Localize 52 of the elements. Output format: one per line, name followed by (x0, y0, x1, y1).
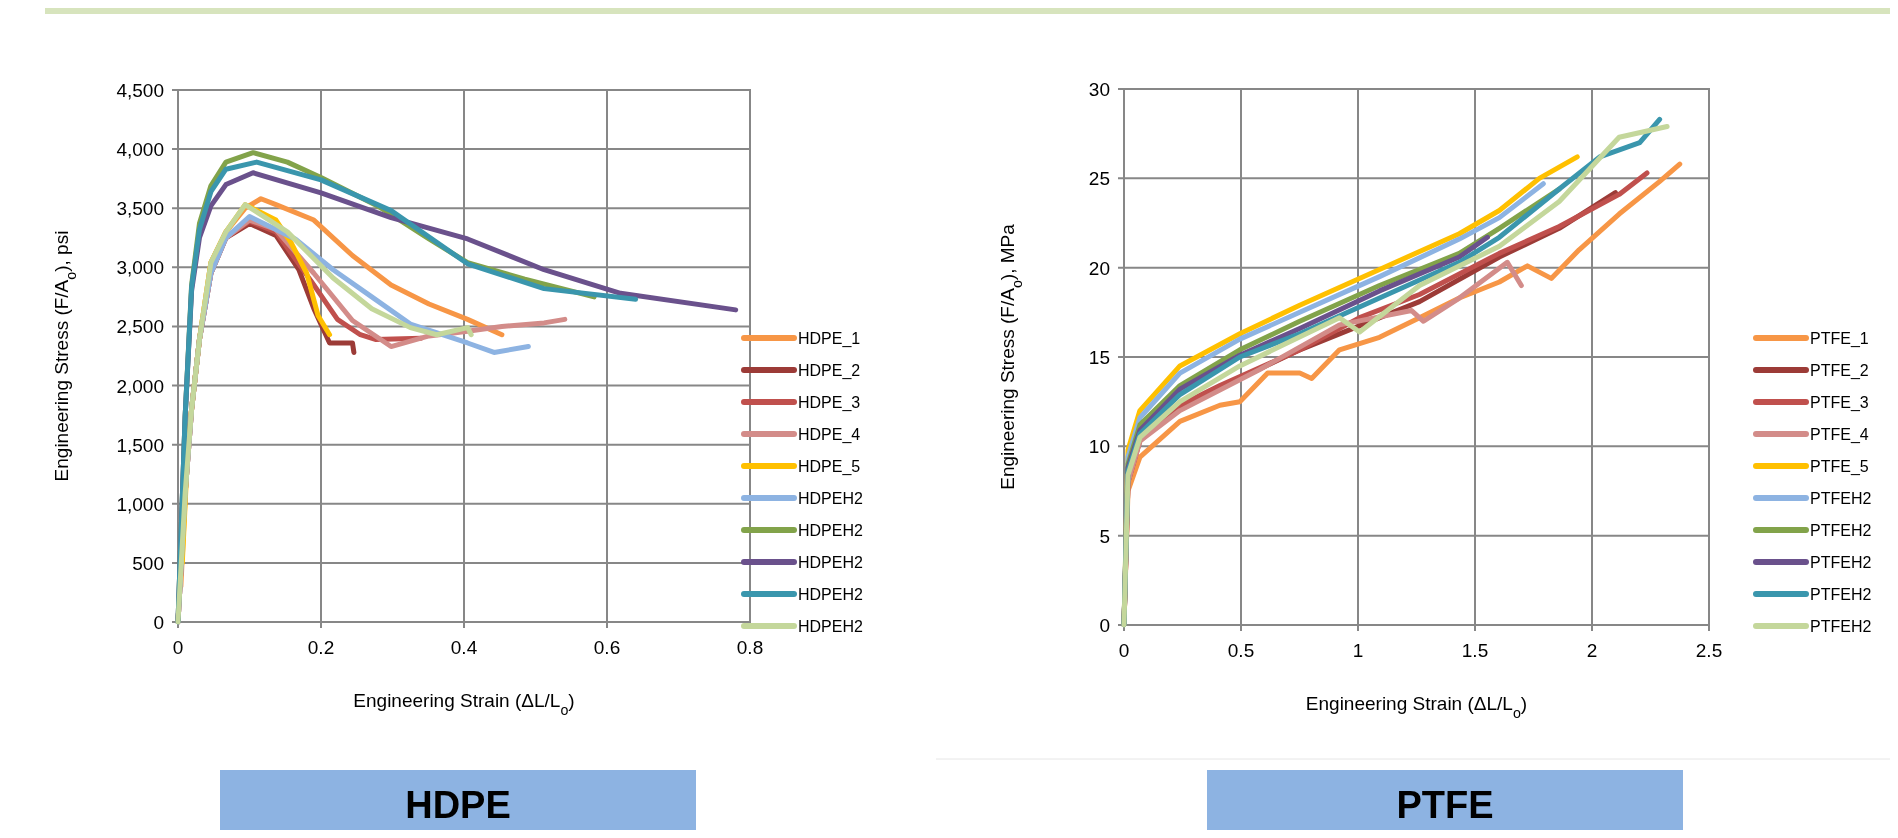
x-axis-title: Engineering Strain (ΔL/L$_{o}$) (1305, 693, 1528, 721)
x-tick-label: 0.2 (307, 637, 335, 658)
y-tick-label: 10 (1088, 436, 1110, 458)
legend-label: HDPE_1 (798, 330, 861, 348)
legend-label: PTFE_2 (1810, 362, 1869, 380)
y-tick-label: 15 (1088, 347, 1110, 368)
y-tick-label: 30 (1088, 79, 1110, 100)
y-tick-label: 500 (132, 552, 164, 574)
y-tick-label: 4,000 (116, 139, 164, 161)
x-tick-label: 0.5 (1227, 640, 1255, 661)
y-tick-label: 0 (1099, 615, 1110, 636)
x-tick-label: 1.5 (1461, 640, 1489, 661)
legend-label: PTFEH2 (1810, 554, 1872, 571)
legend-label: PTFE_4 (1810, 426, 1869, 444)
legend-label: PTFE_5 (1810, 458, 1869, 476)
x-tick-label: 1 (1352, 640, 1364, 661)
y-tick-label: 0 (153, 612, 164, 633)
y-tick-label: 2,500 (116, 316, 164, 338)
y-tick-label: 3,500 (116, 198, 164, 220)
legend-label: HDPE_4 (798, 426, 861, 444)
y-tick-label: 2,000 (116, 375, 164, 397)
x-tick-label: 2.5 (1695, 640, 1723, 661)
legend-label: PTFEH2 (1810, 490, 1872, 507)
x-axis-title: Engineering Strain (ΔL/L$_{o}$) (353, 690, 575, 718)
y-tick-label: 4,500 (116, 80, 164, 101)
x-tick-label: 2 (1586, 640, 1598, 661)
y-tick-label: 1,500 (116, 434, 164, 456)
y-tick-label: 1,000 (116, 493, 164, 515)
y-tick-label: 20 (1088, 257, 1110, 279)
legend-label: HDPEH2 (798, 490, 864, 507)
legend-label: HDPEH2 (798, 586, 864, 603)
text: HDPE (405, 784, 511, 826)
legend-label: HDPEH2 (798, 554, 864, 571)
x-tick-label: 0.8 (736, 637, 764, 658)
legend-label: PTFE_3 (1810, 394, 1869, 412)
text: PTFE (1396, 784, 1494, 826)
x-tick-label: 0 (1118, 640, 1130, 661)
legend-label: HDPE_2 (798, 362, 861, 380)
x-tick-label: 0 (172, 637, 184, 658)
legend-label: HDPEH2 (798, 522, 864, 539)
legend-label: PTFEH2 (1810, 586, 1872, 603)
legend-label: HDPE_5 (798, 458, 861, 476)
legend-label: PTFEH2 (1810, 618, 1872, 635)
x-tick-label: 0.4 (450, 637, 478, 658)
y-tick-label: 25 (1088, 168, 1110, 190)
x-tick-label: 0.6 (593, 637, 621, 658)
legend-label: PTFEH2 (1810, 522, 1872, 539)
y-tick-label: 5 (1099, 525, 1110, 547)
y-tick-label: 3,000 (116, 257, 164, 279)
legend-label: HDPEH2 (798, 618, 864, 635)
legend-label: PTFE_1 (1810, 330, 1869, 348)
legend-label: HDPE_3 (798, 394, 861, 412)
